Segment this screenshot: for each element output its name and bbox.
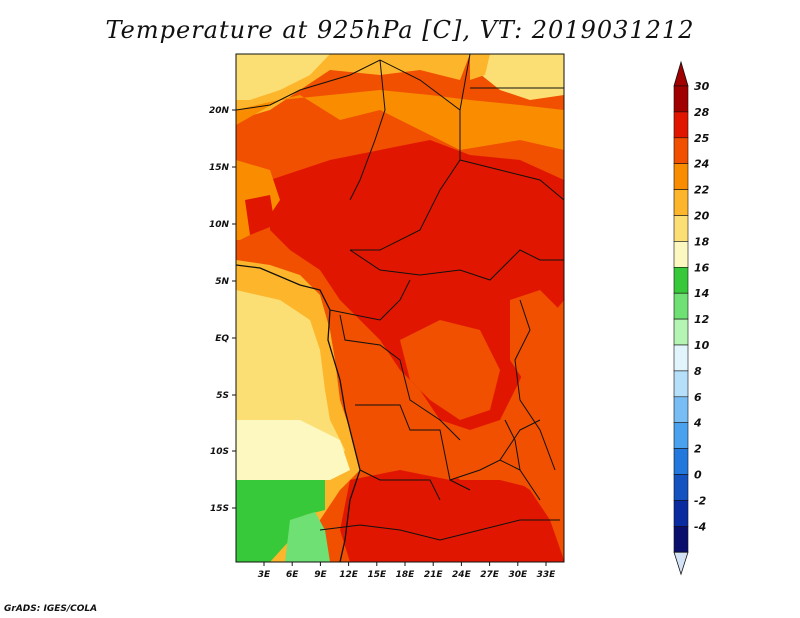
lon-label: 30E [508,570,528,580]
lat-label: 10S [210,447,229,457]
colorbar-label: 0 [694,469,702,482]
latitude-axis: 20N 15N 10N 5N EQ 5S 10S 15S [209,106,236,514]
colorbar-label: 4 [693,417,702,430]
lon-label: 12E [339,570,359,580]
colorbar-swatch [673,500,689,527]
colorbar-swatch [673,241,689,268]
colorbar-swatch [673,215,689,242]
lat-label: 5N [215,277,229,287]
lat-label: 15S [210,504,229,514]
colorbar-label: 20 [694,210,710,223]
colorbar-swatch [673,396,689,423]
lon-label: 21E [424,570,444,580]
colorbar-swatch [673,448,689,475]
colorbar-label: 18 [694,235,710,248]
colorbar-swatch [673,292,689,320]
colorbar-swatch [673,111,689,139]
lon-label: 9E [314,570,327,580]
lat-label: 20N [209,106,230,116]
credit-label: GrADS: IGES/COLA [4,604,98,614]
country-borders [236,54,564,562]
lat-label: 10N [209,220,230,230]
lon-label: 6E [286,570,299,580]
lon-label: 24E [452,570,472,580]
lon-label: 27E [480,570,500,580]
colorbar-label: 6 [694,391,702,404]
map-title: Temperature at 925hPa [C], VT: 201903121… [105,16,695,44]
colorbar-label: 25 [694,132,710,145]
colorbar-swatch [673,189,689,216]
map-frame [235,53,565,563]
colorbar-swatch [673,370,689,398]
colorbar-label: 2 [694,443,702,456]
colorbar-swatch [673,137,689,165]
colorbar-swatch [673,318,689,346]
colorbar-label: 8 [694,365,702,378]
colorbar-label: 16 [694,261,710,274]
colorbar-low-cap [673,551,689,576]
lon-label: 18E [396,570,416,580]
lon-label: 15E [367,570,387,580]
colorbar-label: 30 [694,80,710,93]
colorbar-swatch [673,85,689,113]
colorbar-swatch [673,422,689,449]
colorbar-high-cap [673,60,689,87]
colorbar-label: 10 [694,339,710,352]
colorbar-swatch [673,266,689,294]
colorbar-swatch [673,474,689,501]
colorbar-label: 28 [694,106,710,119]
lat-label: 15N [209,163,230,173]
lon-label: 33E [537,570,557,580]
colorbar-label: 24 [694,158,709,171]
temperature-field [236,54,564,562]
lon-label: 3E [258,570,271,580]
lat-label: 5S [216,391,229,401]
colorbar-swatch [673,344,689,372]
longitude-axis: 3E 6E 9E 12E 15E 18E 21E 24E 27E 30E 33E [258,562,556,580]
colorbar-swatch [673,525,689,553]
colorbar-label: 22 [694,184,710,197]
colorbar-label: 14 [694,287,709,300]
colorbar-label: 12 [694,313,710,326]
lat-label: EQ [215,334,229,344]
colorbar-swatch [673,163,689,190]
colorbar-label: -2 [694,494,707,507]
colorbar-label: -4 [694,520,706,533]
